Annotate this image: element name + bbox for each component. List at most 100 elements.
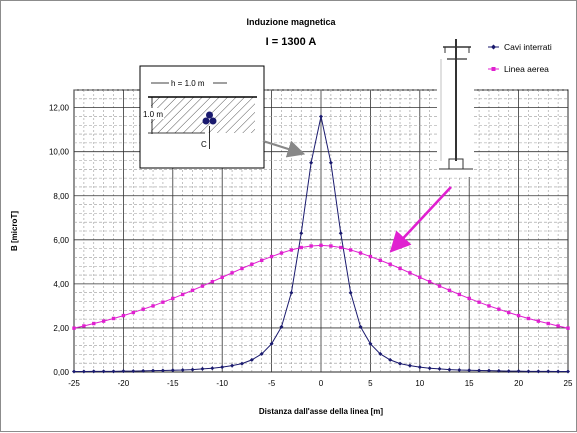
data-point: [299, 245, 303, 250]
data-point: [348, 290, 353, 295]
x-tick-label: 10: [415, 379, 424, 388]
data-point: [141, 368, 146, 373]
magenta-callout-arrow: [389, 186, 452, 253]
data-point: [72, 326, 76, 330]
x-tick-label: 25: [564, 379, 573, 388]
cable-label: C: [201, 140, 207, 149]
data-point: [507, 310, 511, 315]
x-tick-label: -25: [68, 379, 80, 388]
data-point: [328, 160, 333, 165]
series-group: [72, 114, 570, 374]
data-point: [220, 275, 224, 279]
cable-conductor: [206, 111, 213, 119]
x-tick-label: 0: [319, 379, 324, 388]
data-point: [486, 368, 491, 373]
data-point: [101, 369, 106, 374]
data-point: [546, 321, 550, 326]
data-point: [566, 369, 570, 374]
x-tick-label: 20: [514, 379, 523, 388]
pylon-inset: [437, 34, 474, 177]
x-tick-label: -5: [268, 379, 276, 388]
data-point: [368, 341, 373, 346]
data-point: [506, 369, 511, 374]
data-point: [72, 369, 76, 374]
depth-vertical-label: 1.0 m: [143, 110, 163, 119]
soil-hatch: [151, 97, 255, 133]
data-point: [250, 262, 254, 266]
data-point: [467, 296, 471, 301]
data-point: [151, 368, 156, 373]
data-point: [180, 292, 185, 297]
legend-marker-aerea: [491, 67, 496, 71]
legend-label-aerea: Linea aerea: [504, 64, 549, 74]
data-point: [487, 304, 491, 308]
data-point: [427, 279, 432, 284]
series-linea-aerea: [72, 243, 570, 330]
data-point: [180, 368, 185, 373]
x-tick-label: 5: [368, 379, 373, 388]
cable-conductor: [202, 117, 210, 125]
data-point: [417, 365, 422, 370]
series-cavi-interrati: [72, 114, 570, 374]
data-point: [467, 368, 472, 373]
data-point: [526, 316, 531, 321]
data-point: [111, 369, 116, 374]
data-point: [121, 369, 126, 374]
data-point: [200, 366, 205, 371]
x-tick-label: -20: [118, 379, 130, 388]
data-point: [151, 304, 155, 308]
data-point: [190, 367, 195, 372]
data-point: [190, 288, 195, 292]
data-point: [477, 368, 482, 373]
data-point: [289, 248, 294, 252]
depth-horizontal-bg: [169, 77, 213, 88]
legend-label-cavi: Cavi interrati: [504, 42, 552, 52]
data-point: [249, 357, 254, 362]
data-point: [329, 244, 333, 248]
data-point: [437, 366, 442, 371]
y-tick-labels: 0,00 2,00 4,00 6,00 8,00 10,00 12,00: [49, 104, 70, 377]
data-point: [516, 313, 521, 318]
data-point: [358, 251, 363, 255]
data-point: [536, 369, 541, 374]
data-point: [279, 251, 284, 255]
data-point: [260, 258, 264, 263]
data-point: [407, 363, 412, 368]
data-point: [457, 292, 462, 297]
data-point: [170, 368, 175, 373]
data-point: [546, 369, 551, 374]
data-point: [269, 341, 274, 346]
data-point: [526, 369, 531, 374]
x-tick-labels: -25 -20 -15 -10 -5 0 5 10 15 20 25: [68, 379, 573, 388]
data-point: [81, 369, 86, 374]
data-point: [299, 231, 304, 236]
data-point: [259, 351, 264, 356]
data-point: [338, 231, 343, 236]
data-point: [111, 316, 116, 321]
data-point: [269, 254, 274, 259]
x-tick-label: 15: [465, 379, 474, 388]
x-tick-label: -10: [216, 379, 228, 388]
data-point: [477, 300, 481, 304]
legend: Cavi interrati Linea aerea: [488, 42, 552, 74]
data-point: [101, 319, 106, 323]
y-tick-label: 4,00: [53, 280, 69, 289]
grid: [73, 89, 569, 373]
data-point: [171, 296, 175, 301]
data-point: [348, 248, 353, 252]
y-tick-label: 10,00: [49, 148, 70, 157]
data-point: [91, 369, 96, 374]
y-tick-label: 6,00: [53, 236, 69, 245]
y-tick-label: 2,00: [53, 324, 69, 333]
depth-horizontal-label: h = 1.0 m: [171, 79, 205, 88]
data-point: [309, 244, 313, 248]
chart-subtitle: I = 1300 A: [266, 36, 317, 48]
data-point: [398, 266, 402, 271]
data-point: [230, 271, 234, 275]
data-point: [418, 275, 422, 279]
data-point: [556, 324, 560, 328]
data-point: [239, 361, 244, 366]
data-point: [516, 369, 521, 374]
